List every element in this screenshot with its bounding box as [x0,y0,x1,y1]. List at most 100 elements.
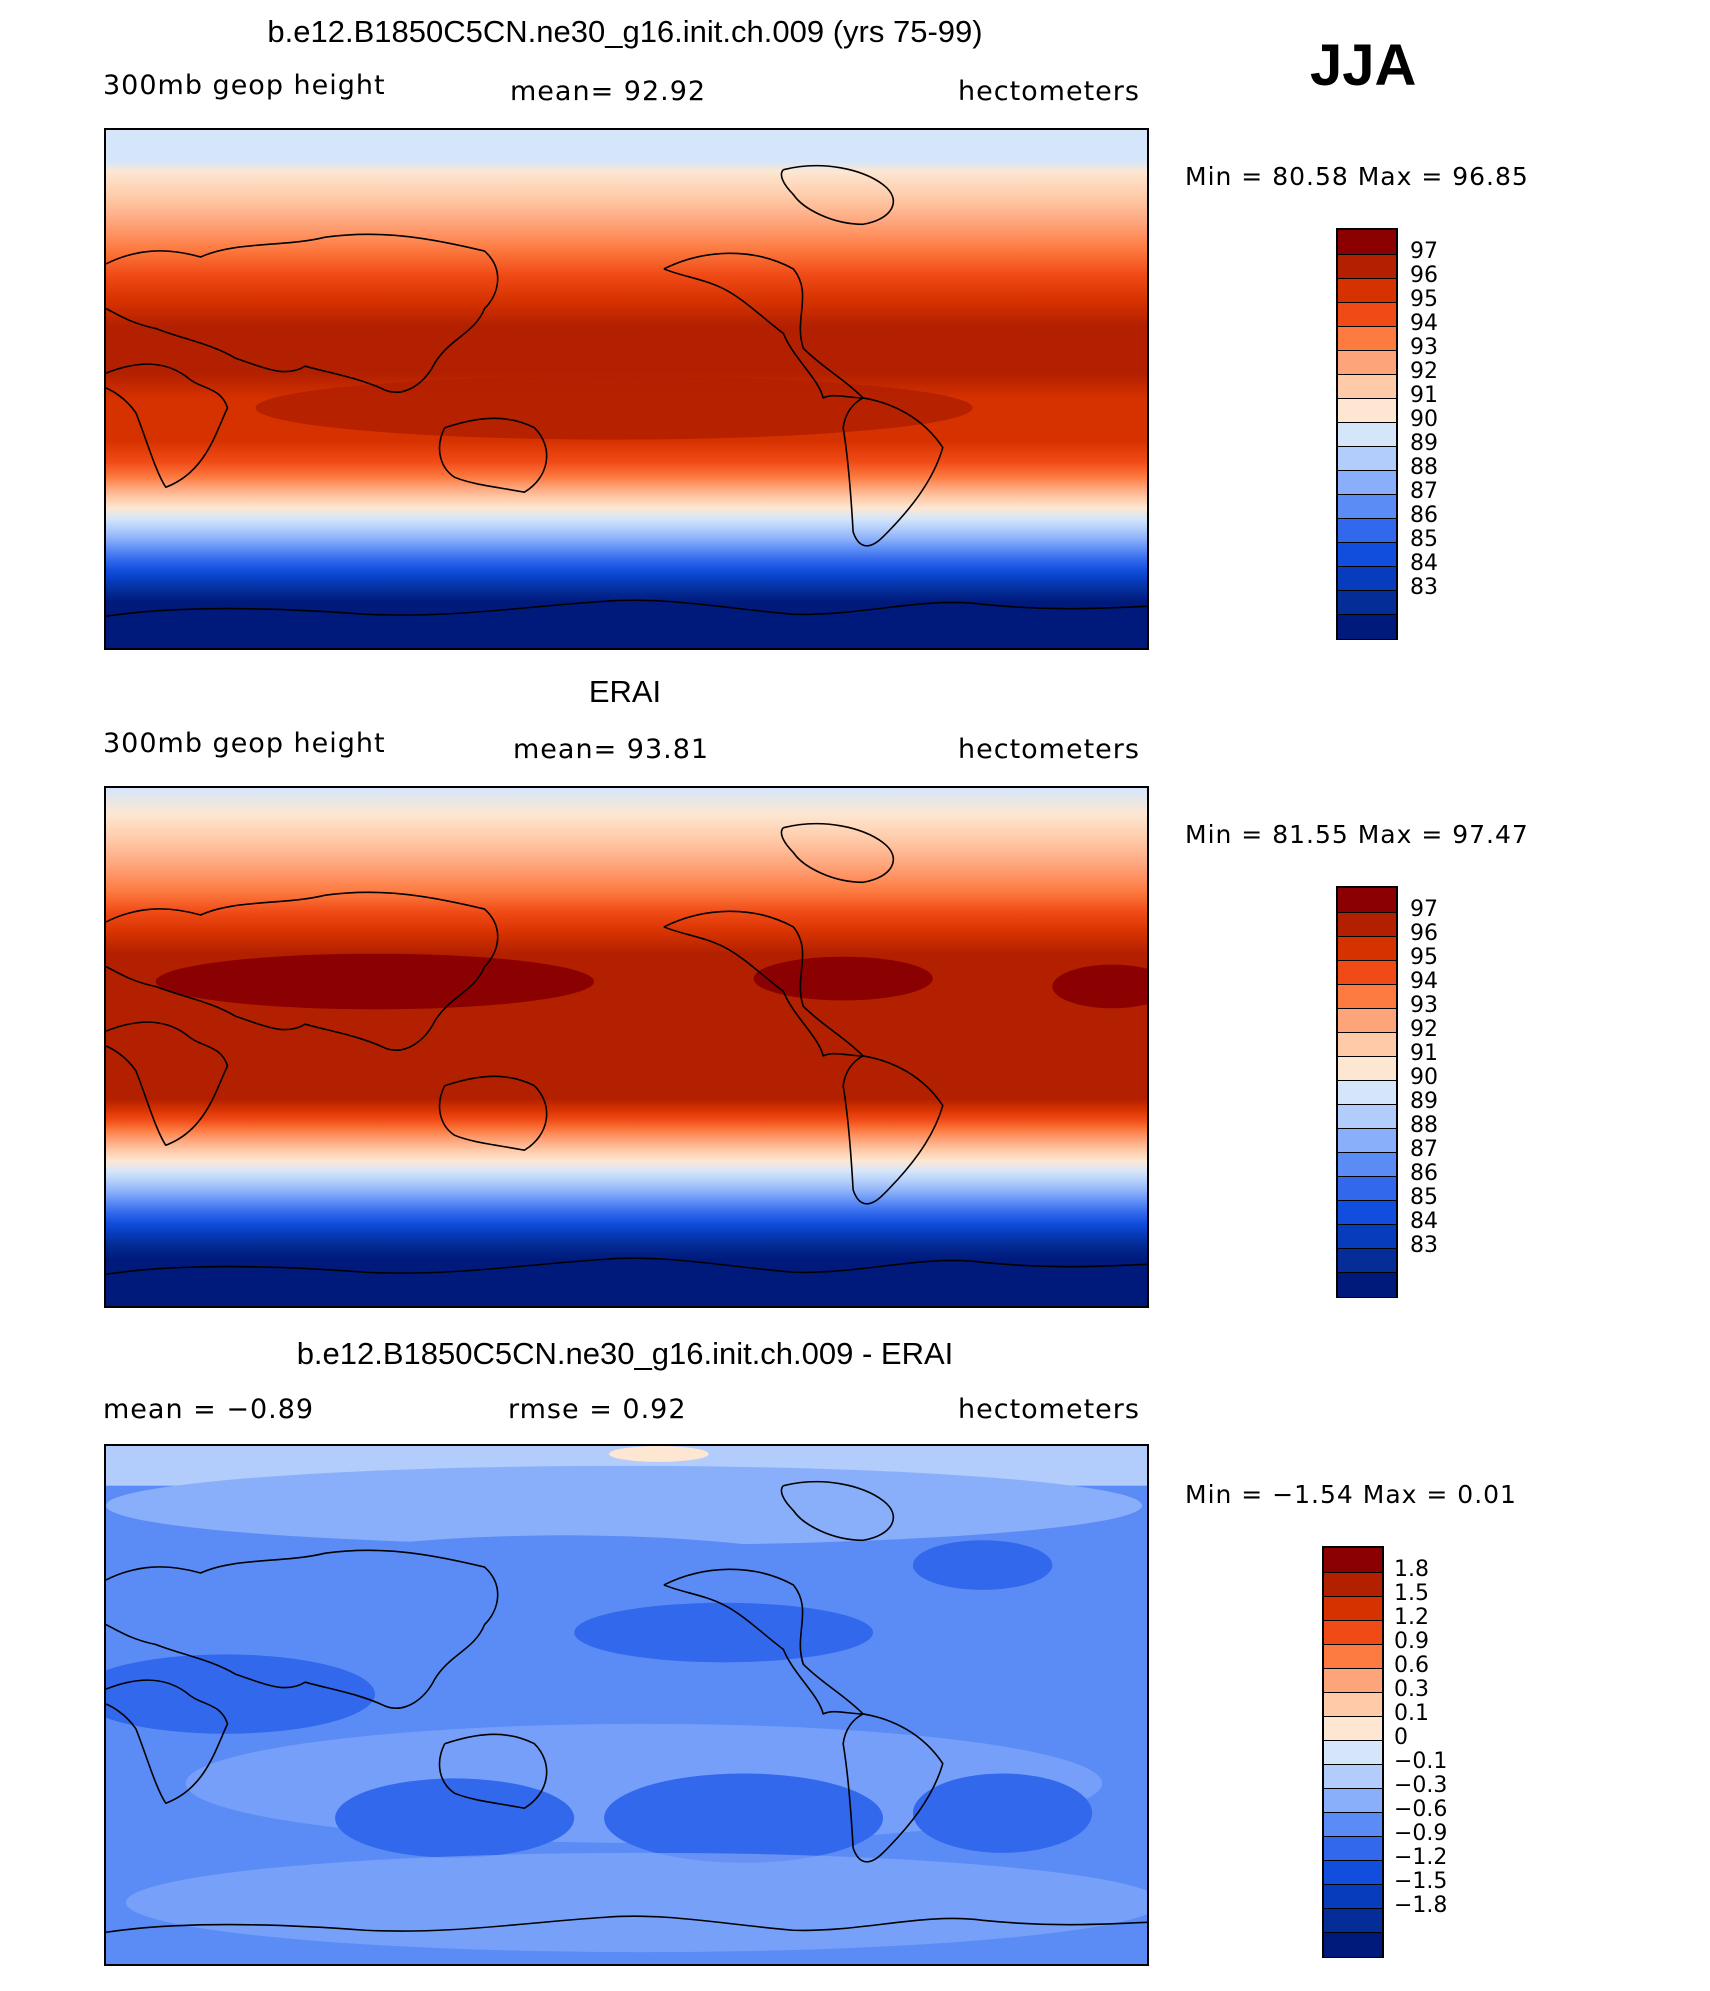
colorbar-swatch [1338,936,1396,961]
panel-2-units-label: hectometers [958,734,1140,765]
colorbar-tick-label: 83 [1410,1233,1438,1258]
colorbar-swatch [1338,470,1396,495]
colorbar-tick-label: 0.3 [1394,1677,1429,1702]
colorbar-swatch [1338,1272,1396,1297]
colorbar-swatch [1338,254,1396,279]
colorbar-tick-label: 83 [1410,575,1438,600]
panel-2-mean-label: mean= 93.81 [513,734,710,765]
colorbar-tick-label: −0.9 [1394,1821,1448,1846]
colorbar-tick-label: 91 [1410,383,1438,408]
colorbar-tick-label: 96 [1410,921,1438,946]
colorbar-tick-label: 84 [1410,1209,1438,1234]
colorbar-tick-label: 92 [1410,359,1438,384]
panel-2-colorbar [1336,886,1398,1298]
colorbar-swatch [1338,566,1396,591]
colorbar-swatch [1338,374,1396,399]
colorbar-tick-label: −0.1 [1394,1749,1448,1774]
colorbar-tick-label: 88 [1410,455,1438,480]
colorbar-swatch [1338,1128,1396,1153]
colorbar-tick-label: 95 [1410,945,1438,970]
panel-2-heatmap [106,788,1147,1306]
colorbar-tick-label: 89 [1410,1089,1438,1114]
colorbar-tick-label: −1.8 [1394,1893,1448,1918]
colorbar-swatch [1338,1080,1396,1105]
colorbar-tick-label: 0.9 [1394,1629,1429,1654]
colorbar-tick-label: 88 [1410,1113,1438,1138]
colorbar-swatch [1338,1152,1396,1177]
colorbar-swatch [1338,494,1396,519]
colorbar-swatch [1338,398,1396,423]
panel-2-minmax: Min = 81.55 Max = 97.47 [1185,820,1529,849]
colorbar-swatch [1338,1176,1396,1201]
colorbar-tick-label: 86 [1410,503,1438,528]
colorbar-swatch [1338,912,1396,937]
colorbar-swatch [1324,1764,1382,1789]
colorbar-tick-label: 94 [1410,311,1438,336]
colorbar-swatch [1338,350,1396,375]
colorbar-tick-label: 87 [1410,1137,1438,1162]
colorbar-swatch [1338,1008,1396,1033]
colorbar-tick-label: 89 [1410,431,1438,456]
colorbar-swatch [1324,1596,1382,1621]
colorbar-swatch [1338,1224,1396,1249]
colorbar-swatch [1324,1860,1382,1885]
colorbar-tick-label: 91 [1410,1041,1438,1066]
colorbar-tick-label: 85 [1410,1185,1438,1210]
colorbar-swatch [1324,1812,1382,1837]
colorbar-swatch [1338,518,1396,543]
colorbar-tick-label: 97 [1410,239,1438,264]
colorbar-tick-label: −0.3 [1394,1773,1448,1798]
colorbar-swatch [1338,1248,1396,1273]
panel-3-rmse-label: rmse = 0.92 [508,1394,687,1425]
colorbar-swatch [1338,230,1396,254]
panel-1-minmax: Min = 80.58 Max = 96.85 [1185,162,1529,191]
colorbar-swatch [1324,1692,1382,1717]
colorbar-tick-label: 93 [1410,335,1438,360]
colorbar-swatch [1338,984,1396,1009]
colorbar-tick-label: 86 [1410,1161,1438,1186]
colorbar-swatch [1338,542,1396,567]
colorbar-swatch [1324,1548,1382,1572]
colorbar-swatch [1338,888,1396,912]
colorbar-tick-label: 87 [1410,479,1438,504]
colorbar-tick-label: 90 [1410,1065,1438,1090]
colorbar-swatch [1324,1572,1382,1597]
panel-1-units-label: hectometers [958,76,1140,107]
colorbar-tick-label: −0.6 [1394,1797,1448,1822]
colorbar-tick-label: 94 [1410,969,1438,994]
colorbar-tick-label: 0.6 [1394,1653,1429,1678]
colorbar-swatch [1324,1740,1382,1765]
colorbar-swatch [1324,1788,1382,1813]
colorbar-swatch [1338,446,1396,471]
colorbar-swatch [1338,590,1396,615]
colorbar-tick-label: 85 [1410,527,1438,552]
panel-3-map [104,1444,1149,1966]
colorbar-swatch [1324,1620,1382,1645]
panel-3-mean-label: mean = −0.89 [103,1394,315,1425]
panel-1-variable-label: 300mb geop height [103,70,386,101]
panel-1-map [104,128,1149,650]
panel-1-colorbar [1336,228,1398,640]
colorbar-swatch [1324,1908,1382,1933]
colorbar-swatch [1338,1032,1396,1057]
colorbar-tick-label: 84 [1410,551,1438,576]
colorbar-swatch [1324,1932,1382,1957]
colorbar-swatch [1338,302,1396,327]
colorbar-tick-label: 0.1 [1394,1701,1429,1726]
panel-2-map [104,786,1149,1308]
colorbar-swatch [1338,614,1396,639]
panel-2-variable-label: 300mb geop height [103,728,386,759]
colorbar-tick-label: −1.5 [1394,1869,1448,1894]
colorbar-tick-label: 90 [1410,407,1438,432]
panel-1-title: b.e12.B1850C5CN.ne30_g16.init.ch.009 (yr… [267,14,983,49]
colorbar-tick-label: 95 [1410,287,1438,312]
colorbar-tick-label: 97 [1410,897,1438,922]
colorbar-swatch [1338,960,1396,985]
panel-3-minmax: Min = −1.54 Max = 0.01 [1185,1480,1517,1509]
colorbar-tick-label: 1.8 [1394,1557,1429,1582]
colorbar-swatch [1324,1836,1382,1861]
panel-3-heatmap [106,1446,1147,1964]
panel-2-title: ERAI [588,674,662,709]
colorbar-swatch [1324,1644,1382,1669]
colorbar-tick-label: −1.2 [1394,1845,1448,1870]
